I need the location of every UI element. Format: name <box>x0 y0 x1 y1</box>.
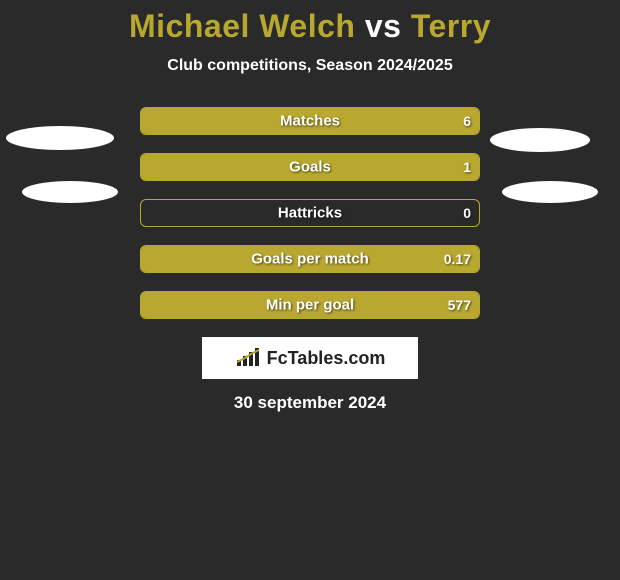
bar-value-right: 0.17 <box>444 251 471 267</box>
bar-fill-right <box>141 246 479 272</box>
bar-value-right: 6 <box>463 113 471 129</box>
decor-ellipse-right-bot <box>502 181 598 203</box>
stat-bar-row: Goals1 <box>140 153 480 181</box>
bar-fill-right <box>141 154 479 180</box>
bar-fill-right <box>141 292 479 318</box>
subtitle: Club competitions, Season 2024/2025 <box>0 57 620 75</box>
decor-ellipse-left-bot <box>22 181 118 203</box>
decor-ellipse-right-top <box>490 128 590 152</box>
stat-bar-row: Goals per match0.17 <box>140 245 480 273</box>
vs-label: vs <box>365 8 402 44</box>
bar-chart-icon <box>235 348 263 368</box>
bar-value-right: 577 <box>448 297 471 313</box>
stat-bar-row: Min per goal577 <box>140 291 480 319</box>
source-logo[interactable]: FcTables.com <box>202 337 418 379</box>
bar-value-right: 1 <box>463 159 471 175</box>
page-title: Michael Welch vs Terry <box>0 8 620 45</box>
comparison-card: Michael Welch vs Terry Club competitions… <box>0 0 620 580</box>
stat-bars: Matches6 Goals1 Hattricks0 Goals per match0… <box>140 107 480 319</box>
player1-name: Michael Welch <box>129 8 355 44</box>
stat-bar-row: Matches6 <box>140 107 480 135</box>
stat-bar-row: Hattricks0 <box>140 199 480 227</box>
bar-fill-right <box>141 108 479 134</box>
stats-area: Matches6 Goals1 Hattricks0 Goals per match0… <box>0 107 620 319</box>
player2-name: Terry <box>411 8 491 44</box>
source-logo-text: FcTables.com <box>267 348 386 369</box>
date-label: 30 september 2024 <box>0 393 620 413</box>
bar-label: Hattricks <box>141 205 479 222</box>
decor-ellipse-left-top <box>6 126 114 150</box>
bar-value-right: 0 <box>463 205 471 221</box>
